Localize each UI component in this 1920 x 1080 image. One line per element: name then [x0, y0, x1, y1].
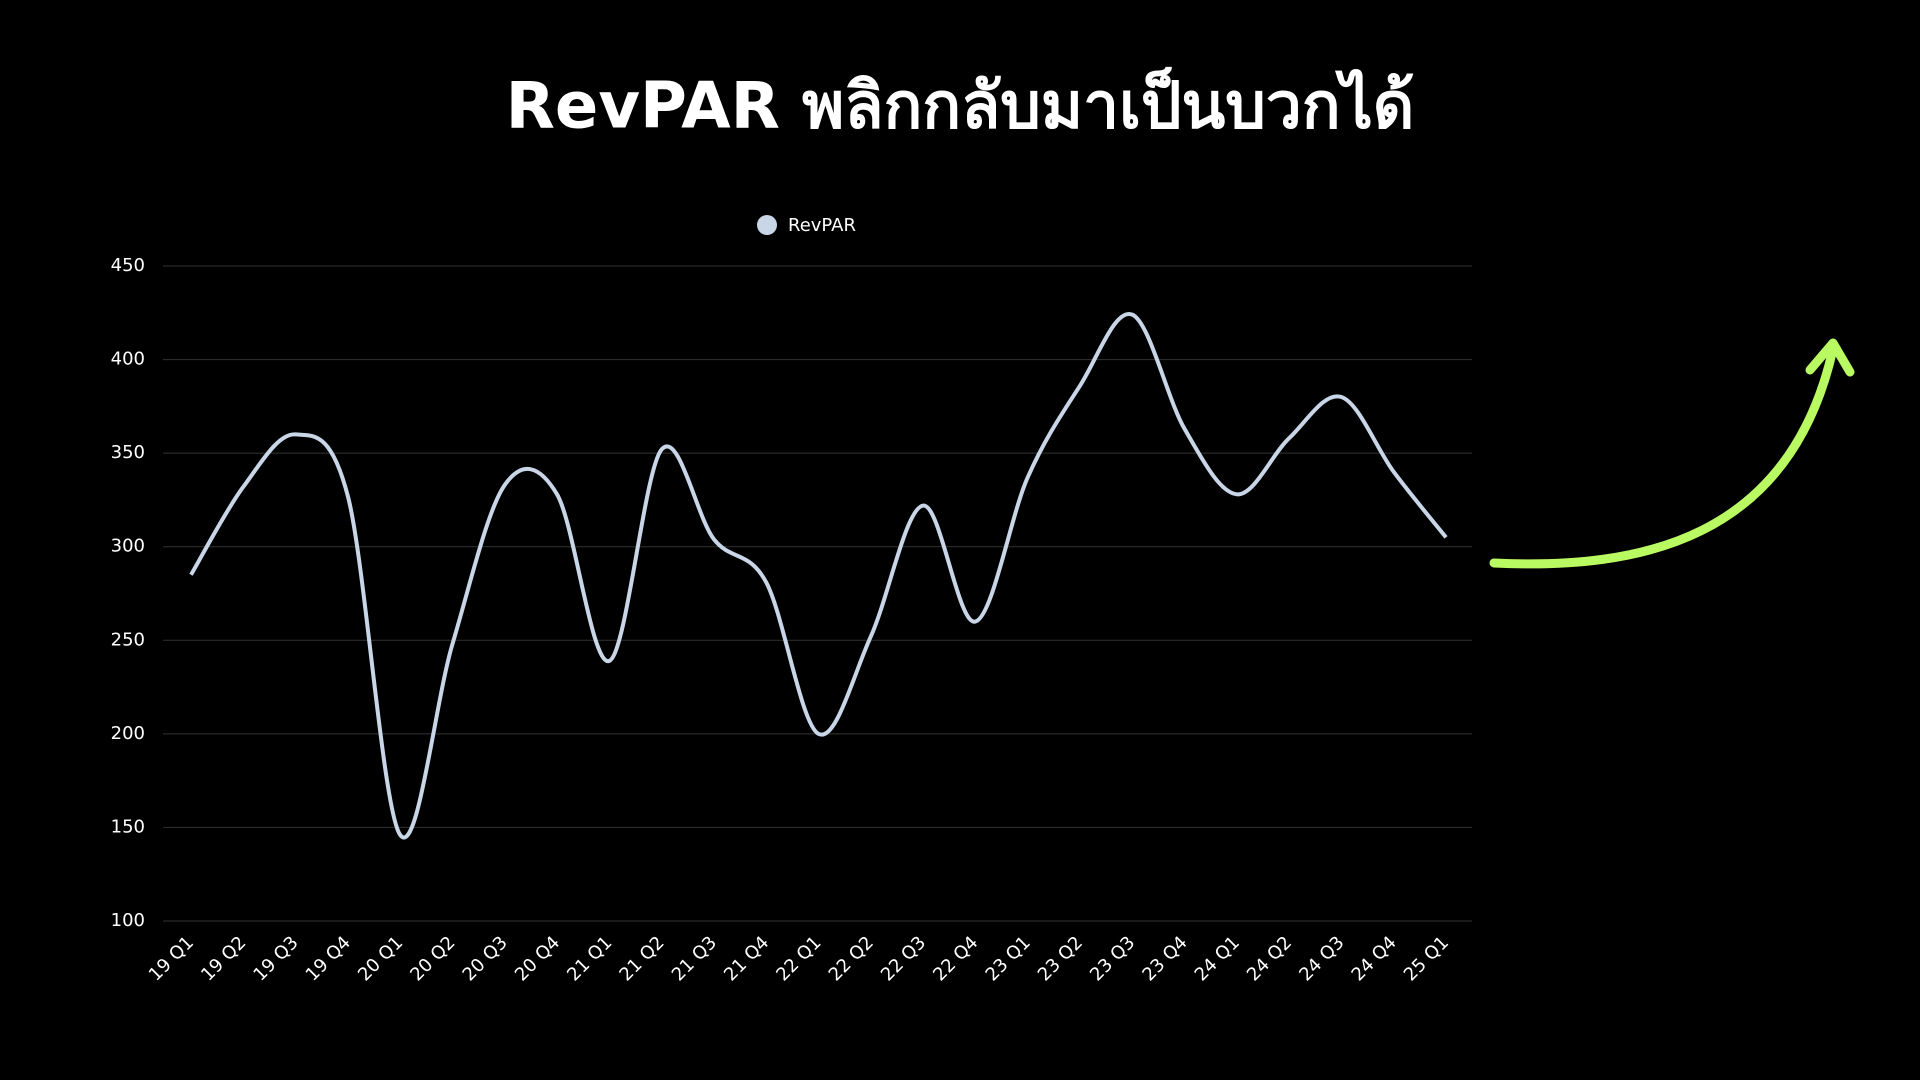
y-tick-label: 350: [111, 442, 145, 463]
y-tick-label: 150: [111, 816, 145, 837]
legend-label: RevPAR: [788, 215, 856, 236]
chart-title: RevPAR พลิกกลับมาเป็นบวกได้: [506, 68, 1415, 144]
decorative-arrowhead: [1805, 338, 1855, 377]
y-tick-label: 200: [111, 723, 145, 744]
line: [189, 312, 1448, 840]
y-tick-label: 400: [111, 349, 145, 370]
y-tick-label: 100: [111, 910, 145, 931]
y-tick-label: 300: [111, 536, 145, 557]
decorative-arrow: [1489, 344, 1838, 569]
legend-marker: [757, 215, 777, 235]
y-tick-label: 450: [111, 255, 145, 276]
y-tick-label: 250: [111, 629, 145, 650]
